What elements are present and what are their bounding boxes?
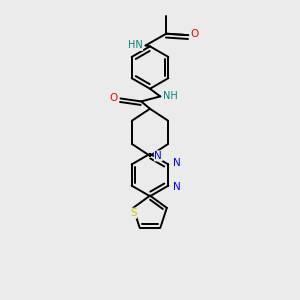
Text: N: N — [154, 151, 162, 161]
Text: NH: NH — [163, 91, 178, 101]
Text: N: N — [173, 182, 181, 192]
Text: HN: HN — [128, 40, 143, 50]
Text: O: O — [109, 93, 117, 103]
Text: N: N — [173, 158, 181, 168]
Text: S: S — [130, 208, 136, 218]
Text: O: O — [190, 29, 199, 39]
